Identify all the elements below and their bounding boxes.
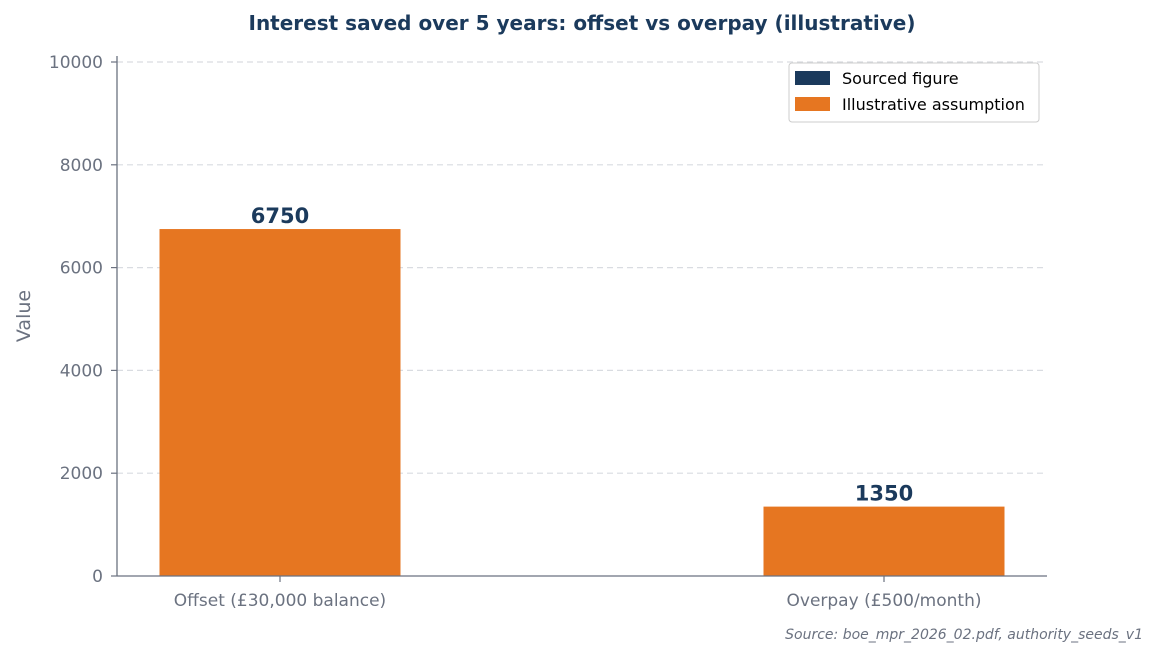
- source-note: Source: boe_mpr_2026_02.pdf, authority_s…: [785, 627, 1143, 643]
- x-tick-label: Offset (£30,000 balance): [174, 591, 386, 611]
- y-tick-label: 6000: [60, 259, 103, 279]
- bars: [159, 229, 1005, 577]
- legend-swatch-illustrative: [795, 97, 830, 111]
- legend-frame: [788, 62, 1040, 123]
- chart-title: Interest saved over 5 years: offset vs o…: [249, 11, 916, 35]
- bar: [159, 229, 401, 577]
- y-tick-label: 4000: [60, 361, 103, 381]
- y-ticks: 0 2000 4000 6000 8000 10000: [49, 53, 117, 587]
- y-tick-label: 10000: [49, 53, 103, 73]
- y-tick-label: 8000: [60, 156, 103, 176]
- bar: [763, 506, 1005, 576]
- legend: Sourced figure Illustrative assumption: [788, 62, 1040, 123]
- y-tick-label: 2000: [60, 464, 103, 484]
- y-axis-label: Value: [13, 290, 35, 342]
- y-tick-label: 0: [92, 567, 103, 587]
- x-ticks: Offset (£30,000 balance) Overpay (£500/mo…: [174, 576, 982, 611]
- x-tick-label: Overpay (£500/month): [787, 591, 982, 611]
- legend-swatch-sourced: [795, 71, 830, 85]
- bar-value-label: 6750: [251, 204, 309, 228]
- data-labels: 6750 1350: [251, 204, 913, 506]
- bar-value-label: 1350: [855, 482, 913, 506]
- legend-label-sourced: Sourced figure: [842, 69, 959, 88]
- legend-label-illustrative: Illustrative assumption: [842, 95, 1025, 114]
